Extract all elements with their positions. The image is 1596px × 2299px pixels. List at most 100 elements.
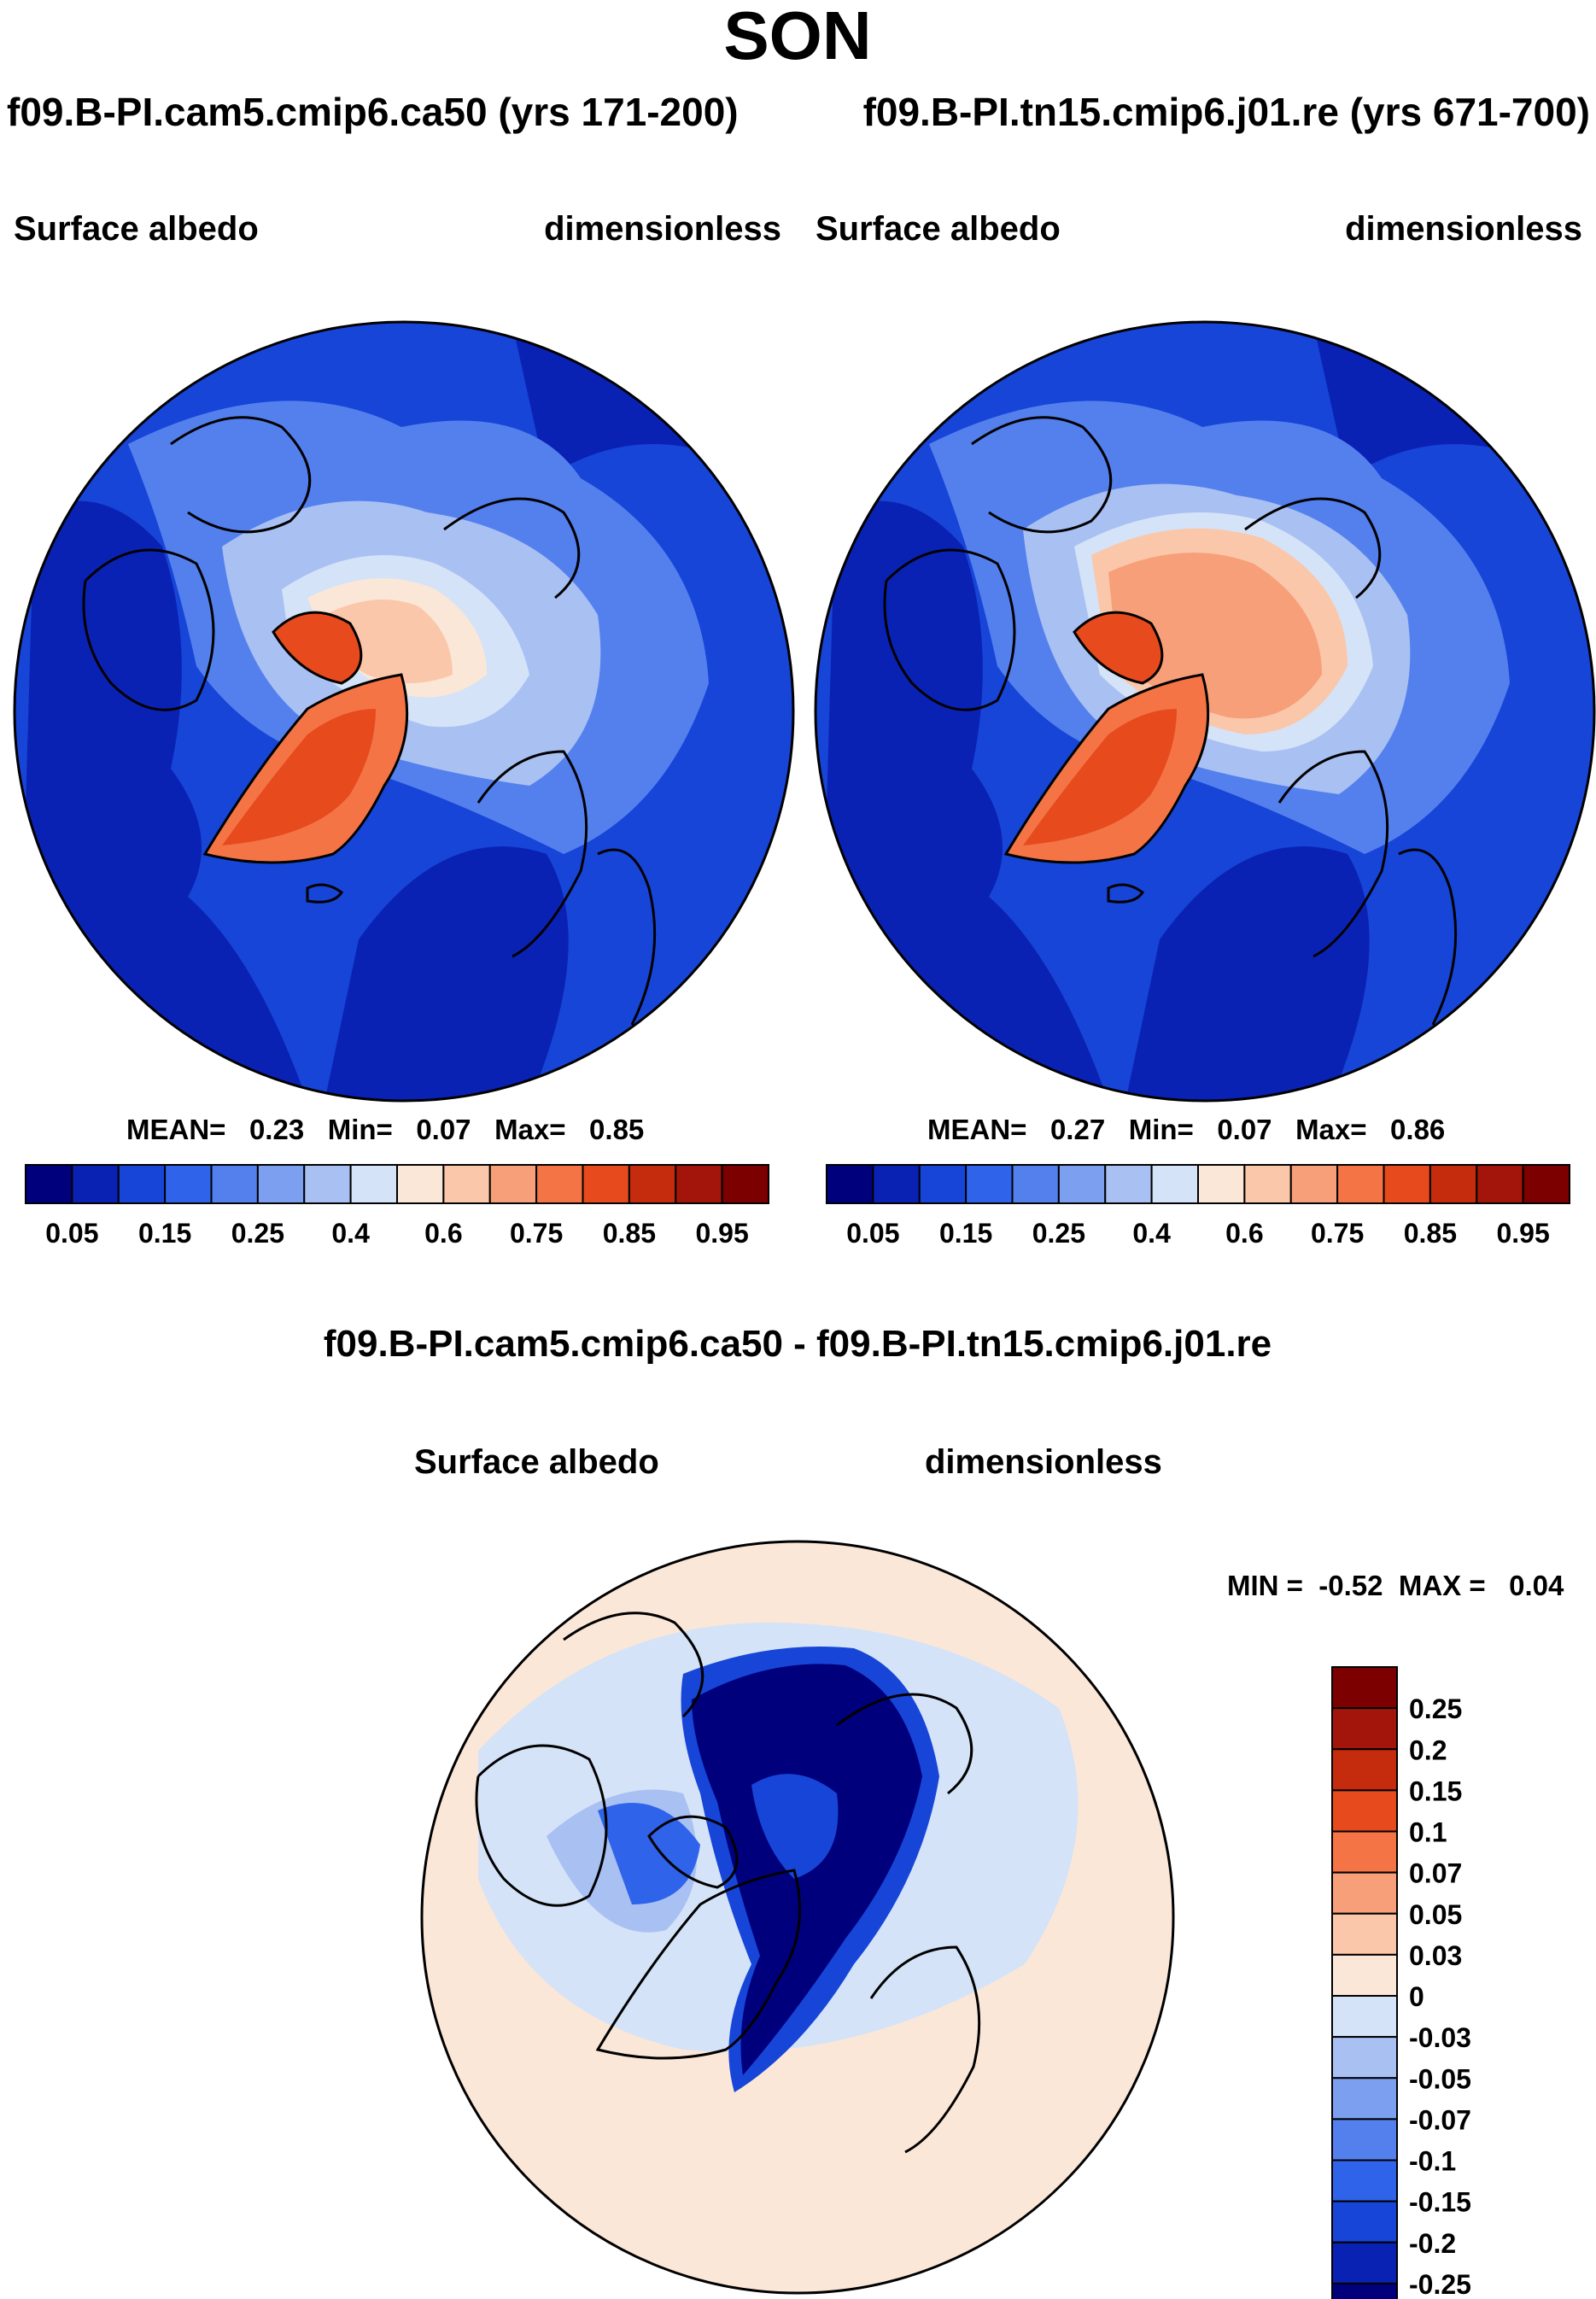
panel1-map	[15, 322, 793, 1101]
min-value: 0.07	[1217, 1114, 1272, 1145]
panel1-stats: MEAN= 0.23 Min= 0.07 Max= 0.85	[126, 1115, 644, 1144]
min-label: MIN =	[1227, 1570, 1303, 1601]
colorbar-swatch	[1331, 2036, 1398, 2080]
colorbar-tick-label: -0.05	[1409, 2063, 1471, 2094]
colorbar-swatch	[918, 1164, 968, 1204]
min-value: 0.07	[416, 1114, 471, 1145]
colorbar-swatch	[164, 1164, 213, 1204]
colorbar-swatch	[1104, 1164, 1153, 1204]
colorbar-tick-label: 0.15	[939, 1218, 992, 1249]
negative-diff-region	[598, 1803, 700, 1904]
colorbar-swatch	[1476, 1164, 1524, 1204]
min-value: -0.52	[1318, 1570, 1383, 1601]
ocean-dark-region	[1125, 846, 1370, 1101]
colorbar-tick-label: -0.1	[1409, 2146, 1456, 2177]
colorbar-swatch	[826, 1164, 874, 1204]
colorbar-swatch	[1331, 1912, 1398, 1956]
colorbar-swatch	[872, 1164, 921, 1204]
colorbar-tick-label: 0.1	[1409, 1817, 1447, 1848]
panel1-map-border	[13, 320, 795, 1103]
mean-label: MEAN=	[927, 1114, 1027, 1145]
panel1-case-title: f09.B-PI.cam5.cmip6.ca50 (yrs 171-200)	[7, 90, 739, 134]
colorbar-tick-label: 0.6	[1225, 1218, 1263, 1249]
colorbar-swatch	[71, 1164, 120, 1204]
coastlines	[883, 416, 1458, 1026]
greenland-core	[1023, 709, 1177, 845]
colorbar-swatch	[535, 1164, 584, 1204]
colorbar-swatch	[1150, 1164, 1199, 1204]
colorbar-swatch	[965, 1164, 1014, 1204]
colorbar-swatch	[442, 1164, 491, 1204]
panel2-map-border	[814, 320, 1596, 1103]
colorbar-tick-label: 0.07	[1409, 1858, 1462, 1889]
colorbar-tick-label: -0.25	[1409, 2269, 1471, 2299]
colorbar-tick-label: -0.2	[1409, 2228, 1456, 2259]
canadian-archipelago	[1074, 612, 1162, 683]
colorbar-tick-label: 0.25	[1409, 1694, 1462, 1724]
colorbar-swatch	[1331, 1953, 1398, 1997]
colorbar-swatch	[256, 1164, 306, 1204]
negative-diff-region	[751, 1774, 839, 1879]
max-value: 0.86	[1390, 1114, 1446, 1145]
diff-map-border	[420, 1540, 1175, 2295]
colorbar-swatch	[1429, 1164, 1478, 1204]
max-label: Max=	[494, 1114, 566, 1145]
colorbar-swatch	[582, 1164, 630, 1204]
colorbar-swatch	[1331, 2159, 1398, 2202]
colorbar-swatch	[1197, 1164, 1246, 1204]
colorbar-swatch	[1243, 1164, 1292, 1204]
colorbar-swatch	[1331, 1748, 1398, 1792]
colorbar-panel2: 0.05 0.15 0.25 0.4 0.6 0.75 0.85 0.95	[826, 1164, 1570, 1249]
colorbar-tick-label: 0.6	[424, 1218, 462, 1249]
colorbar-swatch	[117, 1164, 167, 1204]
panel2-case-title: f09.B-PI.tn15.cmip6.j01.re (yrs 671-700)	[862, 90, 1590, 134]
panel2-map	[816, 322, 1594, 1101]
canadian-archipelago	[273, 612, 361, 683]
panel2-stats: MEAN= 0.27 Min= 0.07 Max= 0.86	[927, 1115, 1445, 1144]
colorbar-swatch	[1331, 2282, 1398, 2299]
colorbar-swatch	[303, 1164, 352, 1204]
colorbar-swatch	[1331, 1666, 1398, 1710]
colorbar-swatch	[1331, 1995, 1398, 2039]
colorbar-swatch	[628, 1164, 677, 1204]
max-label: MAX =	[1398, 1570, 1486, 1601]
colorbar-tick-label: 0.75	[1311, 1218, 1364, 1249]
max-value: 0.85	[589, 1114, 645, 1145]
min-label: Min=	[327, 1114, 393, 1145]
colorbar-swatch	[1331, 1871, 1398, 1915]
colorbar-swatch	[1331, 1707, 1398, 1751]
colorbar-swatch	[488, 1164, 538, 1204]
colorbar-swatch	[396, 1164, 445, 1204]
colorbar-tick-label: 0.15	[1409, 1775, 1462, 1806]
coastlines	[82, 416, 657, 1026]
mean-value: 0.27	[1049, 1114, 1106, 1145]
colorbar-tick-label: 0.85	[603, 1218, 656, 1249]
max-label: Max=	[1295, 1114, 1367, 1145]
colorbar-swatch	[1331, 2118, 1398, 2162]
panel2-variable-label: Surface albedo	[816, 210, 1061, 248]
colorbar-tick-label: 0.25	[231, 1218, 284, 1249]
colorbar-tick-label: 0.05	[1409, 1899, 1462, 1930]
min-label: Min=	[1128, 1114, 1194, 1145]
diff-map	[422, 1541, 1173, 2293]
colorbar-tick-label: 0.05	[846, 1218, 899, 1249]
colorbar-tick-label: 0.4	[1132, 1218, 1171, 1249]
colorbar-diff: 0.25 0.2 0.15 0.1 0.07 0.05 0.03 0 -0.03 -0.05 -0.…	[1331, 1666, 1471, 2299]
colorbar-swatch	[1331, 2200, 1398, 2243]
diff-title: f09.B-PI.cam5.cmip6.ca50 - f09.B-PI.tn15…	[323, 1323, 1272, 1365]
diff-units-label: dimensionless	[925, 1443, 1162, 1481]
colorbar-swatch	[25, 1164, 73, 1204]
colorbar-swatch	[1336, 1164, 1385, 1204]
colorbar-tick-label: -0.15	[1409, 2187, 1471, 2218]
colorbar-tick-label: 0.15	[138, 1218, 191, 1249]
panel1-variable-label: Surface albedo	[14, 210, 259, 248]
colorbar-swatch	[210, 1164, 259, 1204]
colorbar-swatch	[1522, 1164, 1570, 1204]
panel1-units-label: dimensionless	[544, 210, 781, 248]
colorbar-swatch	[1057, 1164, 1107, 1204]
colorbar-tick-label: 0.05	[45, 1218, 98, 1249]
colorbar-swatch	[1331, 2241, 1398, 2284]
mean-value: 0.23	[248, 1114, 305, 1145]
greenland-core	[222, 709, 376, 845]
colorbar-tick-label: 0.95	[695, 1218, 748, 1249]
